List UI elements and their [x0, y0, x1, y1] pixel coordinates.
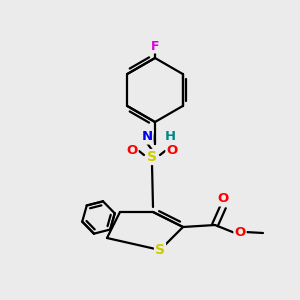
- Text: O: O: [234, 226, 246, 238]
- Text: F: F: [151, 40, 159, 52]
- Text: O: O: [126, 145, 138, 158]
- Text: O: O: [167, 145, 178, 158]
- Text: H: H: [164, 130, 175, 143]
- Text: S: S: [155, 243, 165, 257]
- Text: O: O: [218, 193, 229, 206]
- Text: S: S: [147, 150, 157, 164]
- Text: N: N: [141, 130, 153, 143]
